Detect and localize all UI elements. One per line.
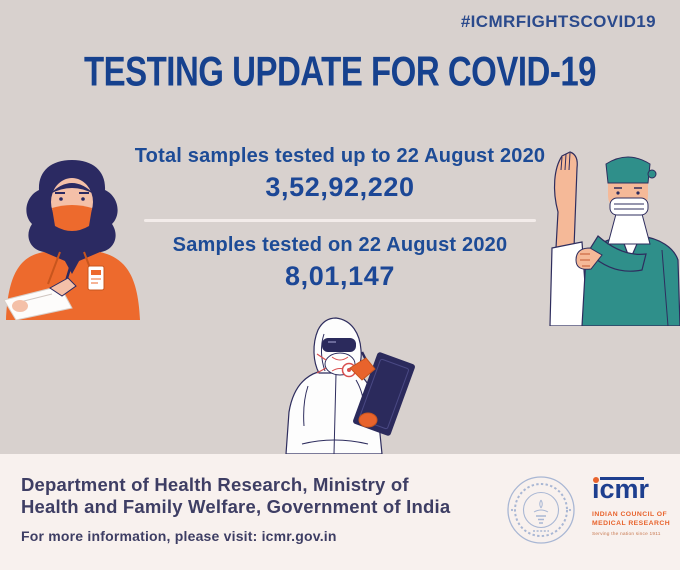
footer-bar: Department of Health Research, Ministry … xyxy=(0,454,680,570)
logo-orange-dot xyxy=(593,477,599,483)
logo-org-line-1: INDIAN COUNCIL OF xyxy=(592,511,668,518)
icmr-seal-emblem xyxy=(507,476,575,544)
daily-samples-label: Samples tested on 22 August 2020 xyxy=(172,233,508,256)
ppe-worker-clipboard-illustration xyxy=(285,317,415,454)
total-samples-label: Total samples tested up to 22 August 202… xyxy=(134,145,546,167)
page-title: TESTING UPDATE FOR COVID-19 xyxy=(83,48,597,95)
info-text: For more information, please visit: icmr… xyxy=(21,528,337,544)
department-line-2: Health and Family Welfare, Government of… xyxy=(21,496,451,517)
health-worker-writing-illustration xyxy=(3,160,140,320)
logo-tagline: Serving the nation since 1911 xyxy=(592,531,661,537)
logo-overline xyxy=(600,477,644,480)
total-samples-value: 3,52,92,220 xyxy=(265,172,415,202)
divider-line xyxy=(144,219,536,222)
department-text: Department of Health Research, Ministry … xyxy=(21,474,450,518)
surgeon-gloves-illustration xyxy=(549,151,680,326)
icmr-logo: icmr INDIAN COUNCIL OF MEDICAL RESEARCH … xyxy=(592,476,676,537)
logo-org-line-2: MEDICAL RESEARCH xyxy=(592,519,671,527)
stats-panel: Total samples tested up to 22 August 202… xyxy=(0,144,680,291)
icmr-wordmark-block: icmr xyxy=(592,476,676,507)
daily-samples-value: 8,01,147 xyxy=(285,260,395,291)
icmr-wordmark-text: icmr xyxy=(592,474,650,504)
hashtag-text: #ICMRFIGHTSCOVID19 xyxy=(460,12,656,31)
department-line-1: Department of Health Research, Ministry … xyxy=(21,474,409,495)
